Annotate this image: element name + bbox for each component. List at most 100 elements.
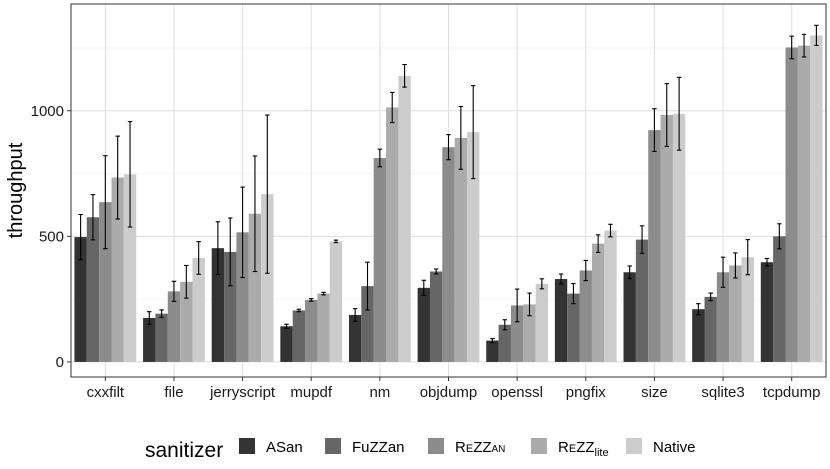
error-bar-FuZZan-sqlite3 [708, 292, 713, 302]
error-bar-REZZAN-mupdf [309, 298, 314, 302]
bar-Native-file [192, 257, 205, 362]
bars [74, 35, 823, 362]
bar-REZZlite-cxxfilt [111, 177, 124, 362]
bar-Native-sqlite3 [741, 257, 754, 362]
x-tick-label-tcpdump: tcpdump [763, 384, 821, 401]
legend-swatch [325, 438, 341, 454]
bar-REZZlite-objdump [454, 137, 468, 362]
bar-REZZlite-sqlite3 [729, 265, 742, 362]
x-axis: cxxfilt file jerryscript mupdf nm objdump open… [87, 377, 821, 401]
bar-REZZAN-mupdf [305, 299, 318, 362]
bar-REZZAN-pngfix [579, 270, 592, 362]
error-bar-REZZAN-objdump [446, 134, 451, 161]
error-bar-ASan-sqlite3 [696, 303, 701, 316]
error-bar-REZZlite-openssl [527, 292, 532, 317]
bar-REZZAN-file [167, 291, 181, 362]
error-bar-Native-pngfix [608, 223, 613, 238]
y-tick-label: 0 [56, 354, 64, 371]
bar-Native-objdump [467, 132, 480, 362]
bar-Native-cxxfilt [123, 174, 137, 362]
legend-label: ASan [266, 439, 303, 456]
error-bar-FuZZan-objdump [433, 268, 439, 275]
x-tick-label-cxxfilt: cxxfilt [87, 384, 125, 401]
error-bar-ASan-objdump [421, 279, 427, 296]
bar-REZZAN-sqlite3 [716, 272, 730, 362]
error-bar-Native-nm [402, 63, 407, 88]
legend-item-Native: Native [626, 438, 696, 456]
error-bar-Native-cxxfilt [127, 121, 133, 228]
legend-item-FuZZan: FuZZan [325, 438, 405, 456]
error-bar-REZZlite-cxxfilt [115, 135, 120, 220]
error-bar-REZZlite-objdump [458, 105, 464, 170]
bar-REZZlite-openssl [523, 304, 536, 362]
x-tick-label-openssl: openssl [491, 384, 543, 401]
error-bar-Native-objdump [470, 85, 476, 180]
error-bar-REZZAN-sqlite3 [720, 256, 726, 288]
legend-swatch [531, 438, 547, 454]
error-bar-ASan-cxxfilt [78, 213, 83, 261]
bar-REZZAN-tcpdump [785, 47, 798, 362]
x-tick-label-objdump: objdump [420, 384, 478, 401]
bar-ASan-size [623, 272, 636, 362]
bar-FuZZan-objdump [429, 271, 443, 362]
legend-swatch [428, 438, 444, 454]
bar-REZZAN-jerryscript [236, 232, 249, 362]
error-bar-FuZZan-cxxfilt [90, 194, 96, 241]
bar-Native-openssl [535, 283, 549, 362]
error-bar-Native-tcpdump [814, 24, 819, 46]
bar-FuZZan-size [635, 239, 649, 362]
bar-Native-jerryscript [261, 194, 274, 362]
error-bar-REZZAN-size [652, 108, 657, 152]
bar-Native-tcpdump [810, 35, 823, 362]
bar-FuZZan-cxxfilt [86, 217, 100, 362]
x-tick-label-nm: nm [369, 384, 390, 401]
error-bar-ASan-pngfix [558, 273, 564, 285]
x-tick-label-pngfix: pngfix [566, 384, 607, 401]
error-bar-REZZlite-size [664, 83, 669, 147]
error-bar-FuZZan-tcpdump [777, 223, 782, 250]
bar-ASan-pngfix [554, 279, 568, 362]
error-bar-ASan-size [627, 265, 632, 280]
error-bar-Native-mupdf [333, 239, 339, 244]
legend-item-REZZAN: REZZAN [428, 438, 505, 456]
bar-FuZZan-openssl [498, 324, 511, 362]
bar-REZZlite-mupdf [317, 293, 330, 362]
bar-FuZZan-pngfix [567, 293, 580, 362]
bar-REZZlite-size [660, 115, 673, 362]
bar-REZZlite-file [180, 281, 193, 362]
error-bar-Native-jerryscript [265, 114, 270, 274]
bar-Native-pngfix [604, 230, 617, 362]
y-tick-label: 1000 [31, 103, 64, 120]
error-bar-ASan-mupdf [284, 323, 289, 329]
error-bar-ASan-file [147, 311, 152, 325]
bar-REZZlite-jerryscript [248, 213, 262, 362]
bar-Native-nm [398, 75, 411, 362]
error-bar-FuZZan-mupdf [296, 308, 302, 313]
error-bar-REZZAN-nm [377, 148, 383, 168]
error-bar-REZZAN-openssl [514, 288, 520, 323]
legend-label: REZZAN [455, 439, 505, 456]
error-bar-FuZZan-file [159, 309, 164, 319]
bar-REZZAN-openssl [510, 305, 524, 362]
bar-ASan-nm [348, 314, 362, 362]
error-bar-REZZAN-tcpdump [789, 35, 794, 60]
error-bar-REZZlite-pngfix [595, 234, 601, 253]
error-bar-FuZZan-openssl [502, 319, 508, 331]
x-tick-label-size: size [641, 384, 668, 401]
bar-FuZZan-nm [361, 286, 374, 362]
bar-FuZZan-mupdf [292, 310, 306, 362]
legend: sanitizer ASan FuZZan REZZAN REZZlite Native [145, 438, 696, 462]
error-bar-REZZAN-jerryscript [240, 186, 245, 279]
error-bar-REZZAN-file [171, 280, 177, 302]
bar-ASan-sqlite3 [692, 309, 705, 362]
bar-Native-size [672, 113, 686, 362]
legend-swatch [239, 438, 255, 454]
bar-ASan-openssl [486, 340, 499, 362]
bar-REZZlite-tcpdump [797, 45, 811, 362]
legend-item-REZZlite: REZZlite [531, 438, 609, 459]
y-axis: 0 500 1000 [31, 103, 71, 371]
bar-FuZZan-file [155, 313, 168, 362]
bar-REZZAN-objdump [442, 147, 455, 362]
error-bar-REZZlite-tcpdump [801, 33, 807, 58]
error-bar-ASan-nm [352, 308, 358, 322]
